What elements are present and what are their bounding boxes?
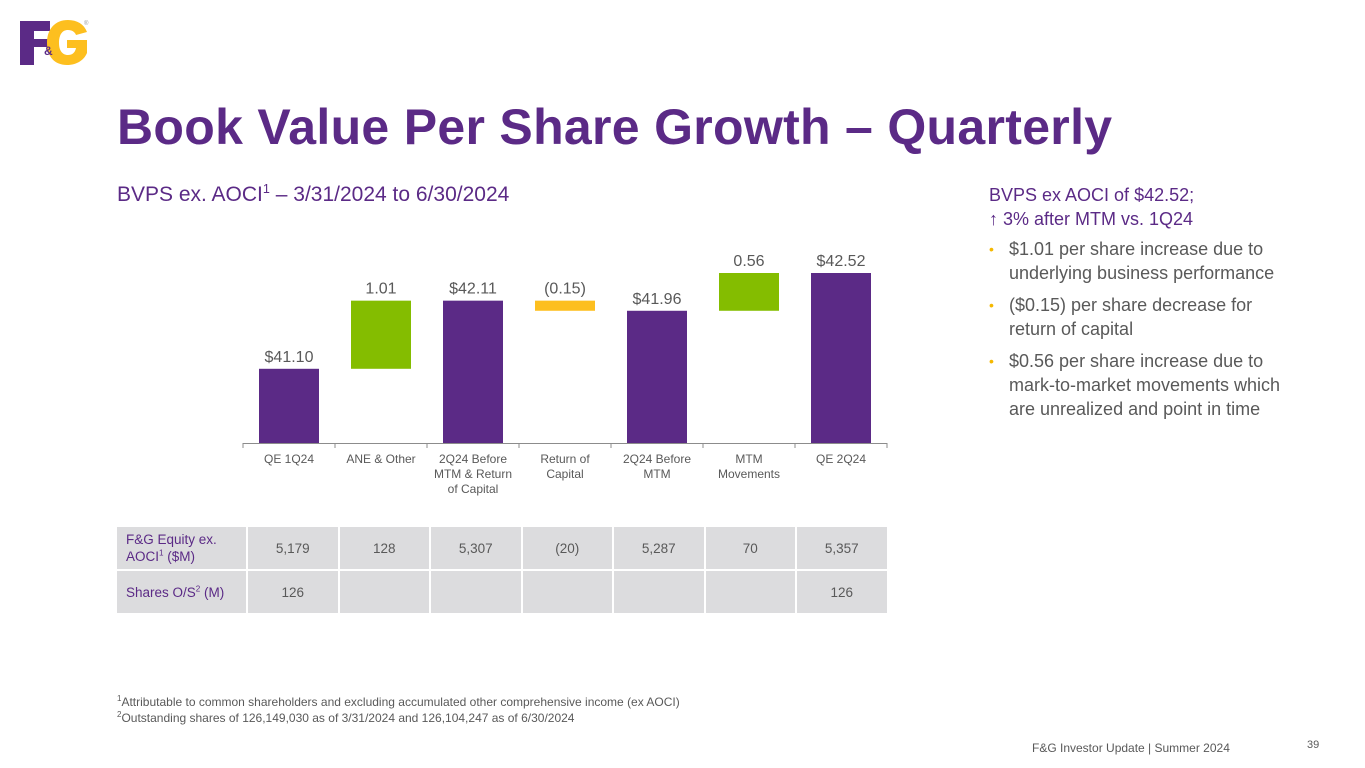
value-label: 0.56	[733, 253, 764, 270]
subtitle-footnote-ref: 1	[262, 182, 270, 196]
bullet-dot-icon: •	[989, 353, 994, 369]
table-cell: 5,307	[429, 525, 523, 571]
table-cell: 70	[703, 525, 797, 571]
bar-decrease	[535, 300, 595, 311]
subtitle-post: – 3/31/2024 to 6/30/2024	[269, 183, 510, 206]
bar-increase	[719, 273, 779, 311]
chart-subtitle: BVPS ex. AOCI1 – 3/31/2024 to 6/30/2024	[117, 183, 509, 207]
footnote-ref: 2	[195, 584, 201, 593]
table-cell: 126	[246, 569, 340, 615]
commentary-bullet: • $0.56 per share increase due to mark-to…	[989, 349, 1289, 421]
bullet-text: ($0.15) per share decrease for return of…	[1009, 295, 1253, 339]
table-cell	[520, 569, 614, 615]
value-label: $41.10	[265, 349, 314, 366]
category-label: Return of Capital	[540, 452, 590, 481]
footnote-marker: 2	[117, 710, 122, 719]
category-label: QE 1Q24	[264, 452, 314, 466]
table-cell	[703, 569, 797, 615]
bvps-waterfall-chart: $41.10 1.01 $42.11 (0.15) $41.96 0.56 $42.52 Q…	[242, 253, 888, 496]
bars-layer	[259, 273, 871, 443]
bar-total	[811, 273, 871, 443]
row-header-unit: ($M)	[163, 549, 196, 564]
row-header-text: Shares O/S	[126, 584, 196, 600]
logo-registered-mark: ®	[84, 20, 89, 27]
commentary-bullet: • $1.01 per share increase due to underly…	[989, 237, 1289, 285]
value-label: $42.11	[449, 281, 497, 298]
footnote-2: 2Outstanding shares of 126,149,030 as of…	[117, 710, 680, 726]
table-cell: 5,357	[795, 525, 889, 571]
bullet-dot-icon: •	[989, 297, 994, 313]
row-header-equity: F&G Equity ex. AOCI1 ($M)	[115, 525, 248, 571]
x-axis	[242, 443, 888, 448]
bar-total	[259, 368, 319, 443]
logo-ampersand: &	[44, 44, 53, 58]
row-header-shares: Shares O/S2 (M)	[115, 569, 248, 615]
table-row-equity: F&G Equity ex. AOCI1 ($M) 5,179 128 5,30…	[115, 525, 889, 571]
table-cell: 128	[337, 525, 431, 571]
bullet-text: $1.01 per share increase due to underlyi…	[1009, 239, 1275, 283]
footnote-ref: 1	[159, 548, 164, 558]
table-cell: (20)	[520, 525, 614, 571]
category-label: 2Q24 Before MTM & Return of Capital	[434, 452, 512, 496]
value-label: (0.15)	[544, 281, 586, 298]
table-row-shares: Shares O/S2 (M) 126 126	[115, 569, 889, 615]
commentary-heading: BVPS ex AOCI of $42.52; ↑ 3% after MTM v…	[989, 183, 1289, 231]
subtitle-pre: BVPS ex. AOCI	[117, 183, 263, 206]
commentary-panel: BVPS ex AOCI of $42.52; ↑ 3% after MTM v…	[989, 183, 1289, 429]
bar-increase	[351, 300, 411, 369]
value-label: $42.52	[817, 253, 866, 270]
footnote-1: 1Attributable to common shareholders and…	[117, 694, 680, 710]
category-label: ANE & Other	[346, 452, 415, 466]
bar-total	[443, 300, 503, 443]
category-label: QE 2Q24	[816, 452, 866, 466]
fg-logo: & ®	[20, 20, 89, 65]
value-label: $41.96	[633, 291, 682, 308]
bullet-dot-icon: •	[989, 241, 994, 257]
category-label: MTM Movements	[718, 452, 780, 481]
bullet-text: $0.56 per share increase due to mark-to-…	[1009, 351, 1281, 419]
commentary-heading-line2: ↑ 3% after MTM vs. 1Q24	[989, 209, 1194, 229]
commentary-heading-line1: BVPS ex AOCI of $42.52;	[989, 185, 1195, 205]
logo-f-cut-bottom	[34, 47, 50, 65]
footnote-text: Attributable to common shareholders and …	[121, 695, 680, 709]
equity-shares-table: F&G Equity ex. AOCI1 ($M) 5,179 128 5,30…	[115, 525, 889, 615]
category-labels-layer: QE 1Q24 ANE & Other 2Q24 Before MTM & Retur…	[264, 452, 866, 496]
table-cell: 5,179	[246, 525, 340, 571]
footnote-marker: 1	[117, 694, 122, 703]
value-label: 1.01	[365, 281, 396, 298]
table-cell	[612, 569, 706, 615]
table-cell	[429, 569, 523, 615]
bar-total	[627, 310, 687, 443]
row-header-text: F&G Equity ex. AOCI	[126, 532, 217, 564]
footnotes: 1Attributable to common shareholders and…	[117, 694, 680, 726]
commentary-bullets: • $1.01 per share increase due to underly…	[989, 237, 1289, 421]
page-number: 39	[1307, 739, 1320, 751]
footnote-text: Outstanding shares of 126,149,030 as of …	[121, 711, 575, 725]
logo-g-shape	[47, 20, 87, 65]
table-cell: 5,287	[612, 525, 706, 571]
page-title: Book Value Per Share Growth – Quarterly	[117, 99, 1113, 155]
table-cell	[337, 569, 431, 615]
commentary-bullet: • ($0.15) per share decrease for return o…	[989, 293, 1289, 341]
category-label: 2Q24 Before MTM	[623, 452, 691, 481]
table-cell: 126	[795, 569, 889, 615]
logo-f-cut-top	[34, 31, 50, 39]
footer-text: F&G Investor Update | Summer 2024	[1032, 741, 1230, 755]
row-header-unit: (M)	[200, 584, 225, 600]
